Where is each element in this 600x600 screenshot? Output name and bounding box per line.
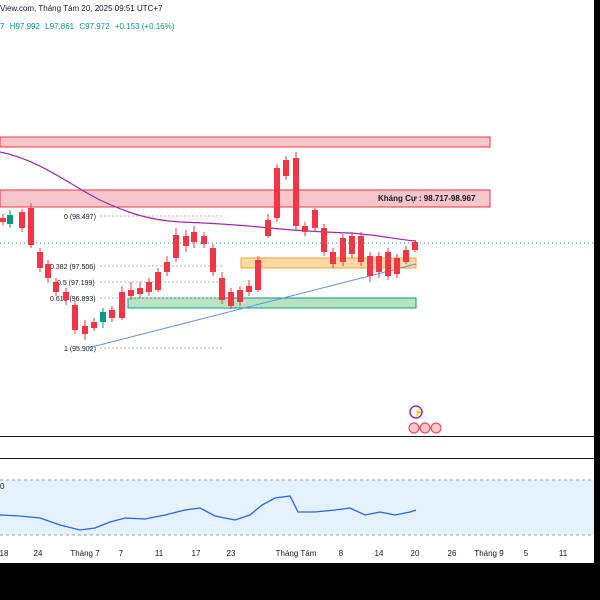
orange-zone[interactable] bbox=[240, 257, 417, 269]
candle-body bbox=[302, 226, 308, 232]
candle-body bbox=[45, 264, 51, 278]
trend-line[interactable] bbox=[87, 263, 417, 349]
candle-body bbox=[228, 292, 234, 306]
candle-body bbox=[53, 282, 59, 292]
candle-body bbox=[367, 256, 373, 276]
candle-body bbox=[19, 212, 25, 228]
price-chart[interactable]: Kháng Cự : 98.717-98.967 0 (98.497) 0.38… bbox=[0, 0, 594, 440]
candle-body bbox=[403, 250, 409, 262]
pane-divider-2[interactable] bbox=[0, 458, 594, 459]
rsi-band bbox=[0, 480, 594, 535]
candle-body bbox=[312, 210, 318, 228]
chart-header: View.com, Tháng Tám 20, 2025 09:51 UTC+7… bbox=[0, 0, 600, 34]
ohlc-change: +0.153 (+0.16%) bbox=[114, 22, 175, 31]
x-axis-label: 7 bbox=[118, 549, 124, 558]
us-flag-event-icon-2[interactable] bbox=[419, 422, 431, 434]
candle-body bbox=[119, 292, 125, 318]
x-axis-label: Tháng 9 bbox=[474, 549, 504, 558]
x-axis-label: 5 bbox=[523, 549, 529, 558]
candle-body bbox=[265, 220, 271, 236]
candle-body bbox=[191, 232, 197, 242]
candle-body bbox=[164, 262, 170, 272]
fib-label-1: 1 (95.902) bbox=[64, 346, 96, 353]
candle-body bbox=[358, 236, 364, 262]
candle-body bbox=[37, 252, 43, 268]
candle-body bbox=[321, 228, 327, 252]
candle-body bbox=[128, 290, 134, 296]
x-axis-label: 18 bbox=[0, 549, 9, 558]
candle-body bbox=[210, 248, 216, 272]
x-axis-label: Tháng 7 bbox=[70, 549, 100, 558]
candle-body bbox=[412, 242, 418, 250]
candle-body bbox=[274, 168, 280, 218]
candle-body bbox=[349, 236, 355, 254]
candle-body bbox=[91, 322, 97, 328]
candle-body bbox=[183, 236, 189, 246]
right-edge bbox=[594, 0, 600, 600]
fib-label-382: 0.382 (97.506) bbox=[50, 264, 96, 271]
candle-body bbox=[394, 258, 400, 274]
green-zone[interactable] bbox=[127, 297, 417, 309]
flash-glyph: ⚡ bbox=[413, 407, 423, 417]
candle-body bbox=[201, 236, 207, 244]
x-axis-label: 24 bbox=[33, 549, 43, 558]
ohlc-readout: 7 H97.992 L97.861 C97.972 +0.153 (+0.16%… bbox=[0, 22, 177, 31]
candle-body bbox=[0, 218, 6, 222]
candle-body bbox=[237, 290, 243, 302]
ohlc-open: 7 bbox=[0, 22, 5, 31]
pane-divider-1[interactable] bbox=[0, 436, 594, 437]
candle-body bbox=[173, 235, 179, 258]
event-icons[interactable]: ⚡ bbox=[408, 405, 442, 434]
candle-body bbox=[283, 160, 289, 176]
x-axis-label: Tháng Tám bbox=[275, 549, 317, 558]
flash-event-icon[interactable] bbox=[409, 405, 423, 419]
ohlc-close: C97.972 bbox=[79, 22, 110, 31]
x-axis-label: 11 bbox=[154, 549, 164, 558]
candle-body bbox=[109, 310, 115, 318]
candle-body bbox=[330, 252, 336, 264]
candle-body bbox=[63, 292, 69, 300]
x-axis[interactable]: 18 24 Tháng 7 7 11 17 23 Tháng Tám 8 14 20 26 Tháng … bbox=[0, 545, 600, 563]
resistance-zone-main[interactable] bbox=[0, 189, 491, 208]
us-flag-event-icon-3[interactable] bbox=[430, 422, 442, 434]
candle-body bbox=[137, 288, 143, 294]
candle-body bbox=[82, 326, 88, 334]
candle-body bbox=[28, 208, 34, 245]
candle-body bbox=[7, 215, 13, 224]
x-axis-label: 11 bbox=[558, 549, 568, 558]
candle-body bbox=[100, 312, 106, 322]
x-axis-label: 8 bbox=[338, 549, 344, 558]
candle-body bbox=[72, 305, 78, 330]
x-axis-label: 26 bbox=[447, 549, 457, 558]
x-axis-label: 20 bbox=[410, 549, 420, 558]
candle-body bbox=[340, 238, 346, 262]
fib-label-618: 0.618 (96.893) bbox=[50, 296, 96, 303]
resistance-label: Kháng Cự : 98.717-98.967 bbox=[378, 194, 476, 203]
chart-title: View.com, Tháng Tám 20, 2025 09:51 UTC+7 bbox=[0, 4, 163, 13]
candle-body bbox=[146, 282, 152, 292]
ohlc-high: H97.992 bbox=[9, 22, 40, 31]
x-axis-label: 23 bbox=[226, 549, 236, 558]
fib-label-5: 0.5 (97.199) bbox=[57, 280, 95, 287]
rsi-line[interactable] bbox=[0, 495, 417, 531]
candle-body bbox=[376, 256, 382, 272]
rsi-value: 0 bbox=[0, 482, 5, 491]
bottom-bar bbox=[0, 563, 600, 600]
resistance-zone-upper[interactable] bbox=[0, 136, 491, 148]
fib-label-0: 0 (98.497) bbox=[64, 214, 96, 221]
candle-body bbox=[219, 278, 225, 300]
candle-body bbox=[246, 286, 252, 292]
us-flag-event-icon-1[interactable] bbox=[408, 422, 420, 434]
candlestick-series[interactable] bbox=[0, 152, 418, 340]
ohlc-low: L97.861 bbox=[45, 22, 75, 31]
candle-body bbox=[255, 260, 261, 290]
x-axis-label: 17 bbox=[191, 549, 201, 558]
candle-body bbox=[293, 158, 299, 226]
candle-body bbox=[155, 272, 161, 290]
x-axis-label: 14 bbox=[374, 549, 384, 558]
candle-body bbox=[385, 252, 391, 276]
rsi-pane[interactable] bbox=[0, 460, 594, 540]
